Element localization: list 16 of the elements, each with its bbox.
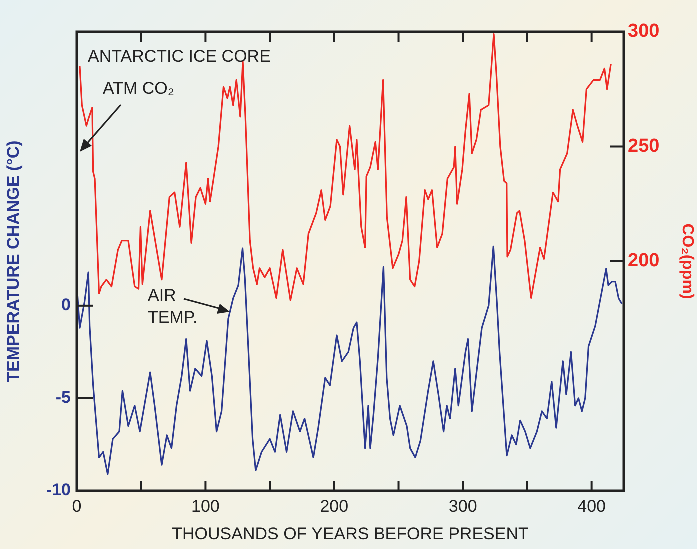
y2-tick-label: 250 — [628, 136, 660, 157]
y-tick-label: -5 — [56, 388, 71, 408]
x-axis-title: THOUSANDS OF YEARS BEFORE PRESENT — [172, 524, 529, 544]
x-tick-label: 100 — [192, 496, 220, 516]
x-tick-label: 400 — [578, 496, 606, 516]
y2-axis-title: CO₂(ppm) — [678, 224, 696, 300]
y-tick-label: 0 — [62, 296, 71, 315]
x-tick-label: 300 — [448, 496, 478, 516]
x-tick-label: 200 — [320, 496, 349, 516]
annotation: ATM CO₂ — [103, 78, 176, 100]
y-tick-label: -10 — [46, 480, 71, 500]
annotation: ANTARCTIC ICE CORE — [88, 46, 272, 68]
y2-tick-label: 200 — [628, 250, 660, 272]
y2-tick-label: 300 — [628, 21, 660, 42]
annotation: AIR TEMP. — [148, 285, 199, 329]
y-axis-title: TEMPERATURE CHANGE (°C) — [4, 140, 23, 382]
